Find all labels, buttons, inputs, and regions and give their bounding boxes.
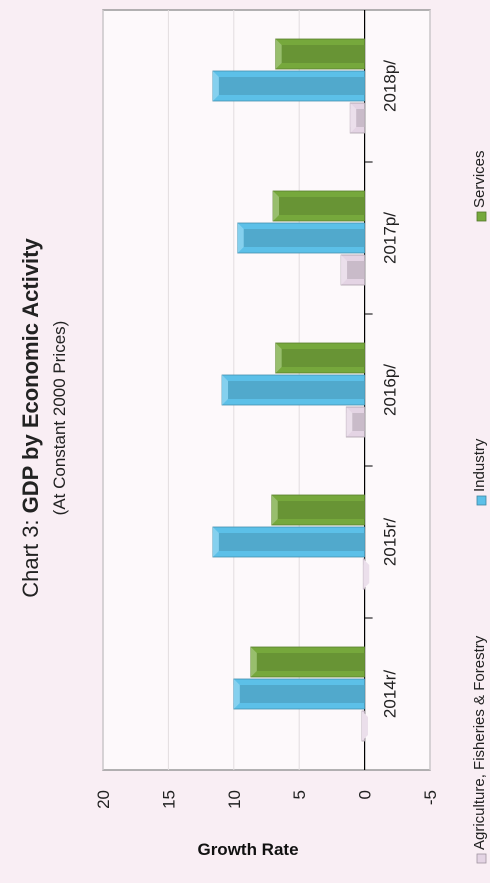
legend-swatch <box>476 853 487 864</box>
bar <box>212 70 365 102</box>
category-label: 2014r/ <box>381 670 400 718</box>
bars <box>212 38 370 742</box>
legend-swatch <box>476 495 487 506</box>
bar <box>275 342 366 374</box>
legend-item: Industry <box>471 438 488 506</box>
bar <box>212 526 365 558</box>
bar <box>221 374 366 406</box>
legend: Agriculture, Fisheries & Forestry Industr… <box>471 150 488 864</box>
category-labels: 2014r/2015r/2016p/2017p/2018p/ <box>381 60 400 718</box>
legend-label: Industry <box>471 438 488 492</box>
category-label: 2018p/ <box>381 60 400 112</box>
value-tick-label: 20 <box>94 790 113 809</box>
legend-swatch <box>476 211 487 222</box>
legend-item: Agriculture, Fisheries & Forestry <box>471 635 488 864</box>
chart-title-bold: GDP by Economic Activity <box>18 238 43 514</box>
bar <box>272 190 366 222</box>
category-label: 2017p/ <box>381 212 400 264</box>
value-tick-label: 0 <box>356 790 375 799</box>
value-tick-label: -5 <box>421 790 440 805</box>
legend-item: Services <box>471 150 488 222</box>
value-tick-label: 10 <box>225 790 244 809</box>
value-tick-label: 15 <box>159 790 178 809</box>
value-tick-labels: 20 15 10 5 0 -5 <box>94 790 440 809</box>
bar <box>237 222 365 254</box>
bar <box>250 646 365 678</box>
chart-title-prefix: Chart 3: <box>18 513 43 597</box>
chart-subtitle: (At Constant 2000 Prices) <box>50 321 69 516</box>
chart-title: Chart 3: GDP by Economic Activity <box>18 238 43 598</box>
legend-label: Agriculture, Fisheries & Forestry <box>471 635 488 850</box>
bar <box>275 38 366 70</box>
bar <box>340 254 366 286</box>
axis-label: Growth Rate <box>197 840 298 859</box>
bar <box>233 678 366 710</box>
bar <box>271 494 365 526</box>
bar <box>362 558 370 590</box>
legend-label: Services <box>471 150 488 208</box>
value-tick-label: 5 <box>290 790 309 799</box>
category-label: 2016p/ <box>381 364 400 416</box>
bar <box>349 102 366 134</box>
category-separators <box>364 161 373 619</box>
bar <box>345 406 365 438</box>
category-label: 2015r/ <box>381 518 400 566</box>
bar <box>361 710 368 742</box>
